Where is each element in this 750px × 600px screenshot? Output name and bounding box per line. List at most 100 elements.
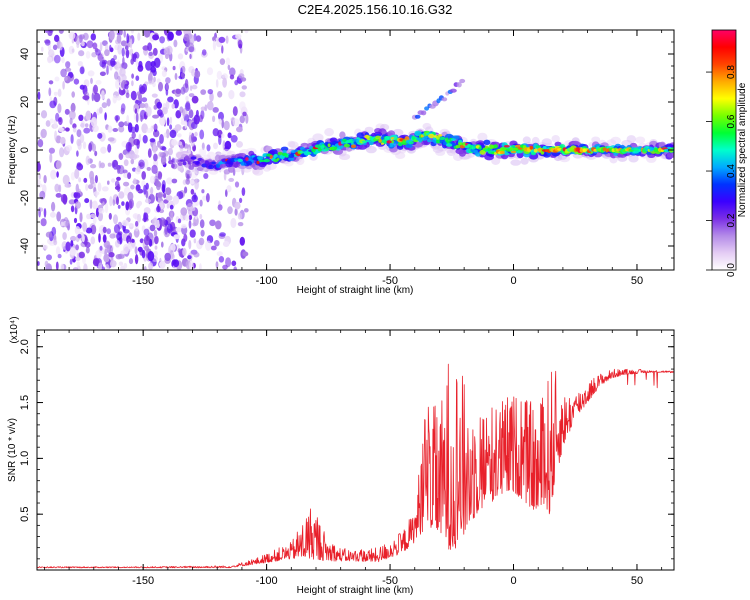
signal-blob xyxy=(334,146,338,150)
noise-blob xyxy=(121,62,128,70)
noise-blob xyxy=(93,92,101,103)
signal-blob xyxy=(384,136,390,141)
noise-blob xyxy=(191,84,198,90)
noise-blob xyxy=(60,221,64,227)
noise-blob xyxy=(38,173,42,180)
noise-blob xyxy=(135,184,141,192)
noise-blob xyxy=(238,73,245,79)
noise-blob xyxy=(99,71,106,77)
noise-blob xyxy=(159,134,164,144)
noise-blob xyxy=(73,192,81,199)
noise-blob xyxy=(57,253,62,259)
noise-blob xyxy=(174,72,178,81)
noise-blob xyxy=(234,181,240,188)
noise-blob xyxy=(206,67,214,76)
noise-blob xyxy=(165,53,169,60)
noise-blob xyxy=(156,193,163,198)
noise-blob xyxy=(92,225,96,235)
noise-blob xyxy=(236,141,243,148)
noise-blob xyxy=(135,220,139,227)
noise-blob xyxy=(133,178,137,185)
noise-blob xyxy=(177,218,182,224)
noise-blob xyxy=(141,171,146,180)
signal-blob xyxy=(392,128,404,137)
noise-blob xyxy=(131,238,135,243)
noise-blob xyxy=(235,33,242,40)
noise-blob xyxy=(71,38,75,44)
noise-blob xyxy=(70,171,75,181)
noise-blob xyxy=(54,183,60,193)
noise-blob xyxy=(142,45,150,51)
noise-blob xyxy=(104,240,111,251)
signal-blob xyxy=(196,160,200,165)
signal-blob xyxy=(609,156,618,164)
noise-blob xyxy=(77,233,82,239)
noise-blob xyxy=(64,108,70,115)
noise-blob xyxy=(41,46,44,52)
colorbar-tick-label: 0.6 xyxy=(726,114,737,128)
noise-blob xyxy=(199,213,203,220)
noise-blob xyxy=(94,150,98,157)
noise-blob xyxy=(90,33,97,41)
noise-blob xyxy=(56,211,62,222)
signal-blob xyxy=(228,165,235,173)
noise-blob xyxy=(229,74,235,80)
noise-blob xyxy=(223,120,230,131)
noise-blob xyxy=(228,89,235,100)
noise-blob xyxy=(230,135,238,143)
colorbar-tick-label: 0.4 xyxy=(726,164,737,178)
noise-blob xyxy=(130,158,135,165)
signal-blob xyxy=(591,136,601,143)
signal-blob xyxy=(288,157,295,161)
noise-blob xyxy=(76,261,80,267)
signal-blob xyxy=(184,155,189,160)
noise-blob xyxy=(148,262,154,270)
noise-blob xyxy=(78,177,82,183)
noise-blob xyxy=(108,212,112,220)
noise-blob xyxy=(225,57,231,66)
noise-blob xyxy=(49,153,53,163)
noise-blob xyxy=(49,100,57,109)
noise-blob xyxy=(169,129,177,139)
noise-blob xyxy=(119,67,126,77)
noise-blob xyxy=(138,92,142,102)
noise-blob xyxy=(68,199,76,205)
noise-blob xyxy=(57,103,62,114)
noise-blob xyxy=(106,228,111,235)
noise-blob xyxy=(222,264,228,270)
noise-blob xyxy=(116,176,121,181)
noise-blob xyxy=(167,96,174,103)
noise-blob xyxy=(108,252,115,258)
noise-blob xyxy=(58,30,64,34)
noise-blob xyxy=(175,30,182,36)
noise-blob xyxy=(206,144,211,152)
noise-blob xyxy=(141,249,146,259)
noise-blob xyxy=(195,35,202,42)
noise-blob xyxy=(159,260,166,269)
noise-blob xyxy=(151,93,158,98)
noise-blob xyxy=(50,169,57,180)
noise-blob xyxy=(171,163,175,169)
signal-blob xyxy=(531,136,540,146)
noise-blob xyxy=(37,91,41,100)
signal-blob xyxy=(229,161,234,165)
noise-blob xyxy=(85,227,93,234)
noise-blob xyxy=(53,91,58,96)
noise-blob xyxy=(73,267,79,270)
noise-blob xyxy=(136,200,143,206)
noise-blob xyxy=(200,229,205,237)
noise-blob xyxy=(74,226,81,235)
noise-blob xyxy=(177,133,182,138)
noise-blob xyxy=(145,60,153,71)
signal-blob xyxy=(621,139,633,147)
noise-blob xyxy=(62,174,70,185)
noise-blob xyxy=(154,235,159,245)
noise-blob xyxy=(104,202,109,214)
spectrogram-x-label: Height of straight line (km) xyxy=(297,285,414,296)
noise-blob xyxy=(190,141,195,147)
noise-blob xyxy=(127,191,134,202)
noise-blob xyxy=(140,115,143,122)
noise-blob xyxy=(55,193,62,198)
noise-blob xyxy=(65,127,70,132)
noise-blob xyxy=(218,255,225,263)
